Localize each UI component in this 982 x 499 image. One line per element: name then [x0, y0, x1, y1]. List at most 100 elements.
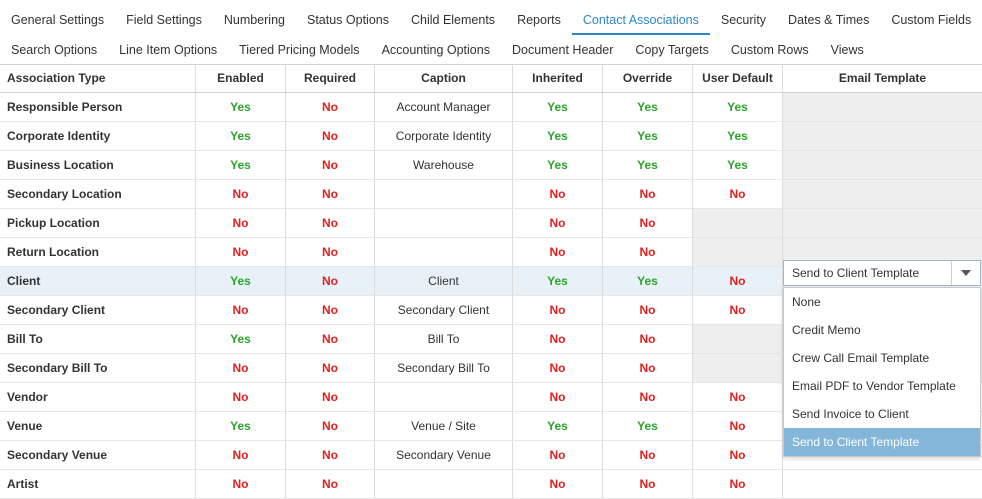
- cell-required[interactable]: No: [286, 180, 375, 208]
- cell-user-default[interactable]: No: [693, 412, 783, 440]
- cell-required[interactable]: No: [286, 325, 375, 353]
- cell-caption[interactable]: Secondary Bill To: [375, 354, 513, 382]
- cell-override[interactable]: Yes: [603, 122, 693, 150]
- table-row[interactable]: Business Location Yes No Warehouse Yes Yes Yes: [0, 151, 982, 180]
- cell-caption[interactable]: Warehouse: [375, 151, 513, 179]
- cell-override[interactable]: No: [603, 325, 693, 353]
- column-header-caption[interactable]: Caption: [375, 64, 513, 92]
- cell-user-default[interactable]: No: [693, 383, 783, 411]
- cell-enabled[interactable]: Yes: [196, 267, 286, 295]
- tab-numbering[interactable]: Numbering: [223, 13, 285, 27]
- tab-child-elements[interactable]: Child Elements: [410, 13, 496, 27]
- cell-caption[interactable]: Corporate Identity: [375, 122, 513, 150]
- cell-required[interactable]: No: [286, 383, 375, 411]
- cell-enabled[interactable]: No: [196, 441, 286, 469]
- dropdown-option-crew-call-email-template[interactable]: Crew Call Email Template: [792, 351, 930, 365]
- cell-required[interactable]: No: [286, 151, 375, 179]
- cell-inherited[interactable]: Yes: [513, 122, 603, 150]
- cell-override[interactable]: No: [603, 470, 693, 498]
- tab-field-settings[interactable]: Field Settings: [126, 13, 202, 27]
- cell-user-default[interactable]: Yes: [693, 93, 783, 121]
- cell-caption[interactable]: Account Manager: [375, 93, 513, 121]
- cell-user-default[interactable]: No: [693, 441, 783, 469]
- cell-enabled[interactable]: No: [196, 209, 286, 237]
- dropdown-option-credit-memo[interactable]: Credit Memo: [792, 323, 861, 337]
- tab-dates-and-times[interactable]: Dates & Times: [788, 13, 870, 27]
- cell-enabled[interactable]: Yes: [196, 412, 286, 440]
- cell-inherited[interactable]: No: [513, 209, 603, 237]
- cell-inherited[interactable]: No: [513, 238, 603, 266]
- tab-custom-rows[interactable]: Custom Rows: [730, 43, 809, 57]
- cell-override[interactable]: No: [603, 180, 693, 208]
- cell-user-default[interactable]: No: [693, 180, 783, 208]
- cell-user-default[interactable]: No: [693, 470, 783, 498]
- cell-required[interactable]: No: [286, 238, 375, 266]
- cell-required[interactable]: No: [286, 354, 375, 382]
- cell-caption[interactable]: Venue / Site: [375, 412, 513, 440]
- cell-caption[interactable]: [375, 180, 513, 208]
- dropdown-option-email-pdf-to-vendor-template[interactable]: Email PDF to Vendor Template: [792, 379, 956, 393]
- column-header-user-default[interactable]: User Default: [693, 64, 783, 92]
- tab-line-item-options[interactable]: Line Item Options: [119, 43, 218, 57]
- cell-inherited[interactable]: No: [513, 383, 603, 411]
- cell-enabled[interactable]: No: [196, 296, 286, 324]
- tab-security[interactable]: Security: [720, 13, 767, 27]
- table-row[interactable]: Corporate Identity Yes No Corporate Identit…: [0, 122, 982, 151]
- table-row[interactable]: Return Location No No No No: [0, 238, 982, 267]
- cell-caption[interactable]: [375, 383, 513, 411]
- tab-document-header[interactable]: Document Header: [511, 43, 614, 57]
- cell-override[interactable]: Yes: [603, 93, 693, 121]
- tab-status-options[interactable]: Status Options: [306, 13, 389, 27]
- cell-override[interactable]: No: [603, 296, 693, 324]
- cell-override[interactable]: No: [603, 209, 693, 237]
- table-row[interactable]: Secondary Location No No No No No: [0, 180, 982, 209]
- table-row[interactable]: Artist No No No No No: [0, 470, 982, 499]
- tab-accounting-options[interactable]: Accounting Options: [381, 43, 490, 57]
- cell-enabled[interactable]: Yes: [196, 93, 286, 121]
- cell-inherited[interactable]: No: [513, 296, 603, 324]
- cell-inherited[interactable]: No: [513, 354, 603, 382]
- cell-caption[interactable]: Secondary Client: [375, 296, 513, 324]
- cell-caption[interactable]: [375, 209, 513, 237]
- cell-override[interactable]: No: [603, 441, 693, 469]
- cell-inherited[interactable]: Yes: [513, 151, 603, 179]
- tab-views[interactable]: Views: [830, 43, 864, 57]
- tab-reports[interactable]: Reports: [517, 13, 561, 27]
- cell-enabled[interactable]: No: [196, 354, 286, 382]
- tab-tiered-pricing-models[interactable]: Tiered Pricing Models: [239, 43, 360, 57]
- cell-user-default[interactable]: Yes: [693, 122, 783, 150]
- cell-caption[interactable]: [375, 238, 513, 266]
- tab-contact-associations[interactable]: Contact Associations: [571, 5, 710, 35]
- cell-user-default[interactable]: Yes: [693, 151, 783, 179]
- cell-caption[interactable]: [375, 470, 513, 498]
- column-header-required[interactable]: Required: [286, 64, 375, 92]
- cell-email-template[interactable]: [783, 470, 982, 498]
- cell-inherited[interactable]: No: [513, 325, 603, 353]
- tab-general-settings[interactable]: General Settings: [11, 13, 105, 27]
- cell-required[interactable]: No: [286, 441, 375, 469]
- cell-caption[interactable]: Client: [375, 267, 513, 295]
- dropdown-option-send-invoice-to-client[interactable]: Send Invoice to Client: [792, 407, 909, 421]
- chevron-down-icon[interactable]: [951, 261, 980, 285]
- cell-inherited[interactable]: Yes: [513, 93, 603, 121]
- dropdown-option-send-to-client-template[interactable]: Send to Client Template: [784, 428, 980, 456]
- table-row[interactable]: Secondary Venue No No Secondary Venue No No No: [0, 441, 982, 470]
- cell-required[interactable]: No: [286, 296, 375, 324]
- column-header-association-type[interactable]: Association Type: [0, 64, 196, 92]
- cell-enabled[interactable]: No: [196, 470, 286, 498]
- table-row[interactable]: Vendor No No No No No: [0, 383, 982, 412]
- cell-enabled[interactable]: No: [196, 383, 286, 411]
- table-row[interactable]: Responsible Person Yes No Account Manager Ye…: [0, 93, 982, 122]
- cell-required[interactable]: No: [286, 93, 375, 121]
- table-row[interactable]: Venue Yes No Venue / Site Yes Yes No: [0, 412, 982, 441]
- cell-inherited[interactable]: No: [513, 180, 603, 208]
- cell-inherited[interactable]: Yes: [513, 267, 603, 295]
- cell-user-default[interactable]: No: [693, 296, 783, 324]
- cell-caption[interactable]: Secondary Venue: [375, 441, 513, 469]
- dropdown-option-none[interactable]: None: [792, 295, 821, 309]
- cell-required[interactable]: No: [286, 470, 375, 498]
- table-row[interactable]: Pickup Location No No No No: [0, 209, 982, 238]
- cell-override[interactable]: No: [603, 238, 693, 266]
- cell-override[interactable]: Yes: [603, 151, 693, 179]
- column-header-email-template[interactable]: Email Template: [838, 71, 927, 85]
